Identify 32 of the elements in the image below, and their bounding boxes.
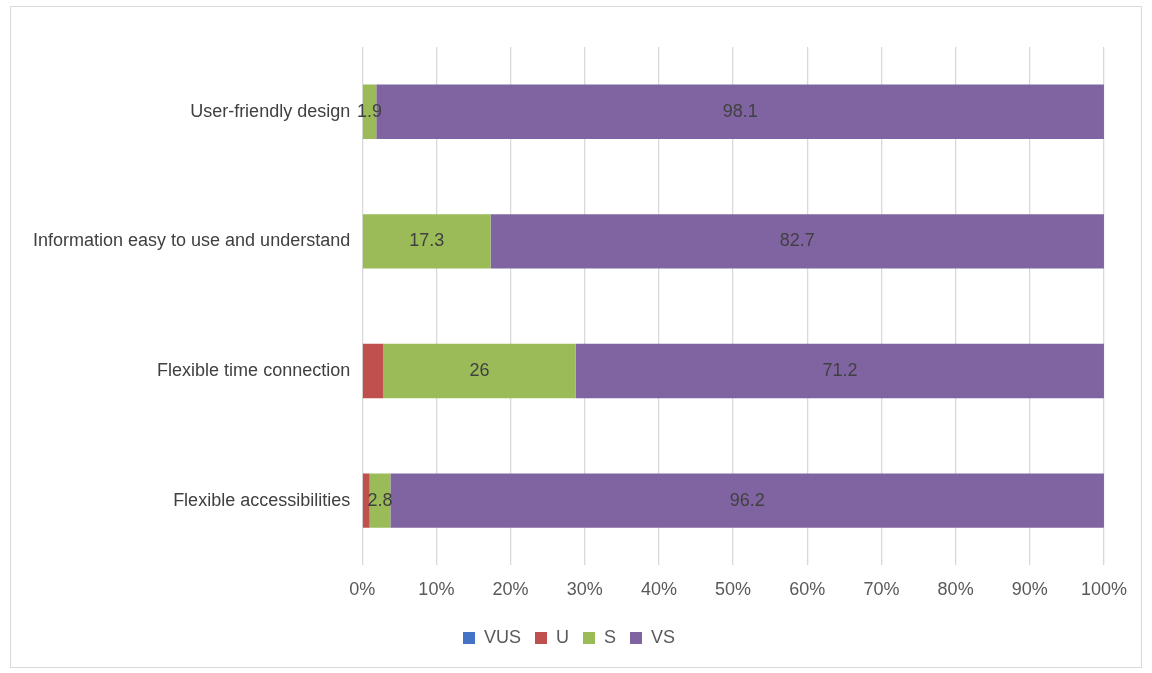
data-label: 17.3 [409, 230, 445, 251]
x-tick-label: 20% [492, 579, 529, 600]
y-tick-label: Flexible accessibilities [173, 489, 351, 510]
y-tick-label: Flexible time connection [157, 359, 351, 380]
bar [362, 343, 383, 399]
data-label: 26 [469, 359, 490, 380]
x-tick-label: 70% [863, 579, 900, 600]
legend-label: VUS [483, 626, 521, 647]
bar [382, 343, 576, 399]
bar [362, 214, 491, 269]
legend-label: U [556, 626, 569, 647]
x-tick-label: 60% [789, 579, 826, 600]
x-tick-label: 80% [937, 579, 974, 600]
y-tick-label: User-friendly design [190, 100, 351, 121]
x-tick-label: 40% [640, 579, 677, 600]
x-tick-label: 90% [1011, 579, 1048, 600]
data-label: 82.7 [779, 230, 815, 251]
data-label: 98.1 [722, 100, 758, 121]
bar [490, 214, 1104, 269]
bar [362, 473, 370, 528]
data-label: 96.2 [729, 489, 765, 510]
legend-label: VS [651, 626, 676, 647]
x-tick-label: 30% [566, 579, 603, 600]
x-tick-label: 100% [1080, 579, 1127, 600]
x-tick-label: 10% [418, 579, 455, 600]
legend-label: S [604, 626, 617, 647]
y-tick-label: Information easy to use and understand [32, 230, 351, 251]
bar [575, 343, 1104, 399]
x-tick-label: 50% [715, 579, 752, 600]
bar [390, 473, 1104, 528]
data-label: 71.2 [822, 359, 858, 380]
x-tick-label: 0% [349, 579, 376, 600]
